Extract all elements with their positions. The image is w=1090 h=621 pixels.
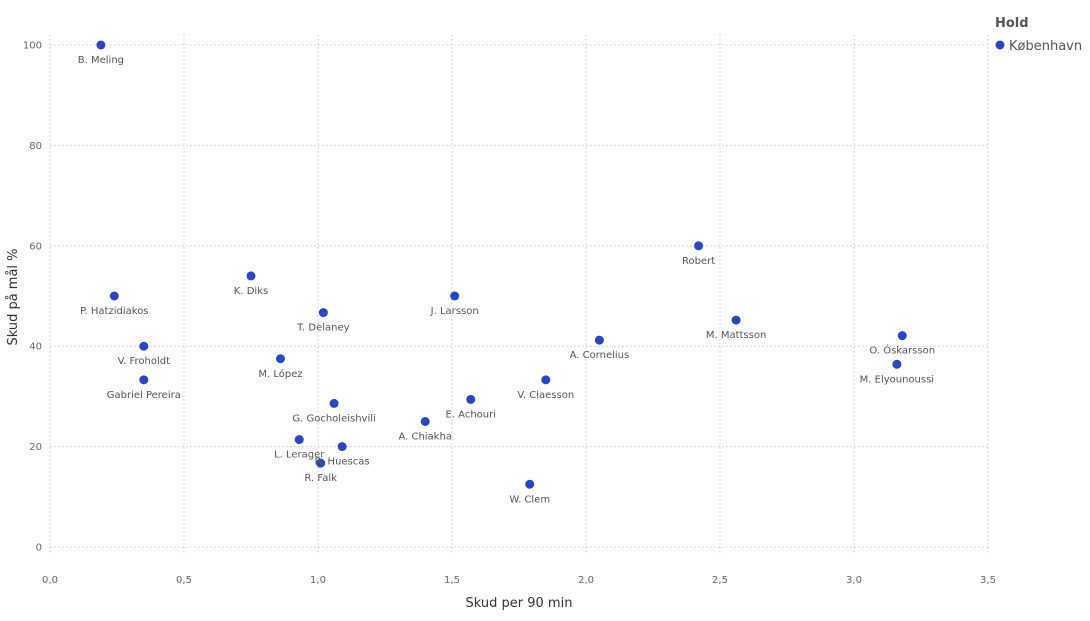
data-point[interactable] <box>450 291 460 301</box>
data-point[interactable] <box>109 291 119 301</box>
legend-title: Hold <box>995 16 1029 31</box>
data-point[interactable] <box>294 435 304 445</box>
data-point[interactable] <box>897 331 907 341</box>
data-label: A. Chiakha <box>398 432 452 443</box>
legend: Hold København <box>995 16 1082 54</box>
data-point[interactable] <box>694 241 704 251</box>
data-label: G. Gocholeishvili <box>292 413 375 424</box>
data-label: M. Elyounoussi <box>860 374 934 385</box>
data-point[interactable] <box>246 271 256 281</box>
data-point[interactable] <box>525 479 535 489</box>
data-point[interactable] <box>731 315 741 325</box>
x-tick-label: 1,0 <box>310 575 326 586</box>
data-point[interactable] <box>541 375 551 385</box>
gridlines <box>49 35 989 555</box>
y-tick-label: 20 <box>29 442 42 453</box>
data-label: Gabriel Pereira <box>107 390 181 401</box>
x-tick-label: 2,5 <box>712 575 728 586</box>
x-tick-label: 2,0 <box>578 575 594 586</box>
data-label: L. Lerager <box>274 450 325 461</box>
data-point[interactable] <box>594 335 604 345</box>
x-axis-ticks: 0,0 0,5 1,0 1,5 2,0 2,5 3,0 3,5 <box>42 575 996 586</box>
data-points <box>96 40 907 489</box>
legend-item-kobenhavn[interactable]: København <box>1009 39 1082 54</box>
x-axis-title: Skud per 90 min <box>466 596 573 611</box>
y-tick-label: 100 <box>23 41 42 52</box>
x-tick-label: 3,5 <box>980 575 996 586</box>
y-tick-label: 80 <box>29 141 42 152</box>
data-point[interactable] <box>96 40 106 50</box>
data-point[interactable] <box>466 394 476 404</box>
y-tick-label: 60 <box>29 241 42 252</box>
data-label: E. Achouri <box>445 409 496 420</box>
data-labels: B. Meling P. Hatzidiakos V. Froholdt Gabrie… <box>78 55 935 505</box>
data-label: J. Larsson <box>430 306 479 317</box>
data-label: M. López <box>258 368 302 380</box>
data-point[interactable] <box>139 375 149 385</box>
data-point[interactable] <box>420 417 430 426</box>
data-label: R. Huescas <box>315 457 370 468</box>
data-label: P. Hatzidiakos <box>80 306 148 317</box>
data-point[interactable] <box>329 398 339 408</box>
data-label: M. Mattsson <box>706 330 766 341</box>
y-axis-title: Skud på mål % <box>6 248 21 345</box>
data-label: K. Diks <box>234 286 268 297</box>
data-label: V. Claesson <box>517 390 574 401</box>
y-tick-label: 40 <box>29 342 42 353</box>
data-label: B. Meling <box>78 55 124 66</box>
x-tick-label: 3,0 <box>846 575 862 586</box>
data-label: Robert <box>682 256 715 267</box>
x-tick-label: 1,5 <box>444 575 460 586</box>
y-tick-label: 0 <box>36 543 42 554</box>
data-label: A. Cornelius <box>570 350 630 361</box>
x-tick-label: 0,0 <box>42 575 58 586</box>
data-point[interactable] <box>316 458 326 468</box>
data-label: T. Delaney <box>296 323 350 334</box>
data-label: O. Óskarsson <box>869 344 935 357</box>
data-point[interactable] <box>139 341 149 351</box>
data-point[interactable] <box>275 354 285 364</box>
x-tick-label: 0,5 <box>176 575 192 586</box>
data-point[interactable] <box>318 308 328 318</box>
data-label: R. Falk <box>304 473 337 484</box>
data-label: V. Froholdt <box>118 356 171 367</box>
data-label: W. Clem <box>509 494 550 505</box>
y-axis-ticks: 0 20 40 60 80 100 <box>23 41 42 554</box>
legend-marker[interactable] <box>995 40 1005 50</box>
data-point[interactable] <box>337 442 347 452</box>
data-point[interactable] <box>892 359 902 369</box>
